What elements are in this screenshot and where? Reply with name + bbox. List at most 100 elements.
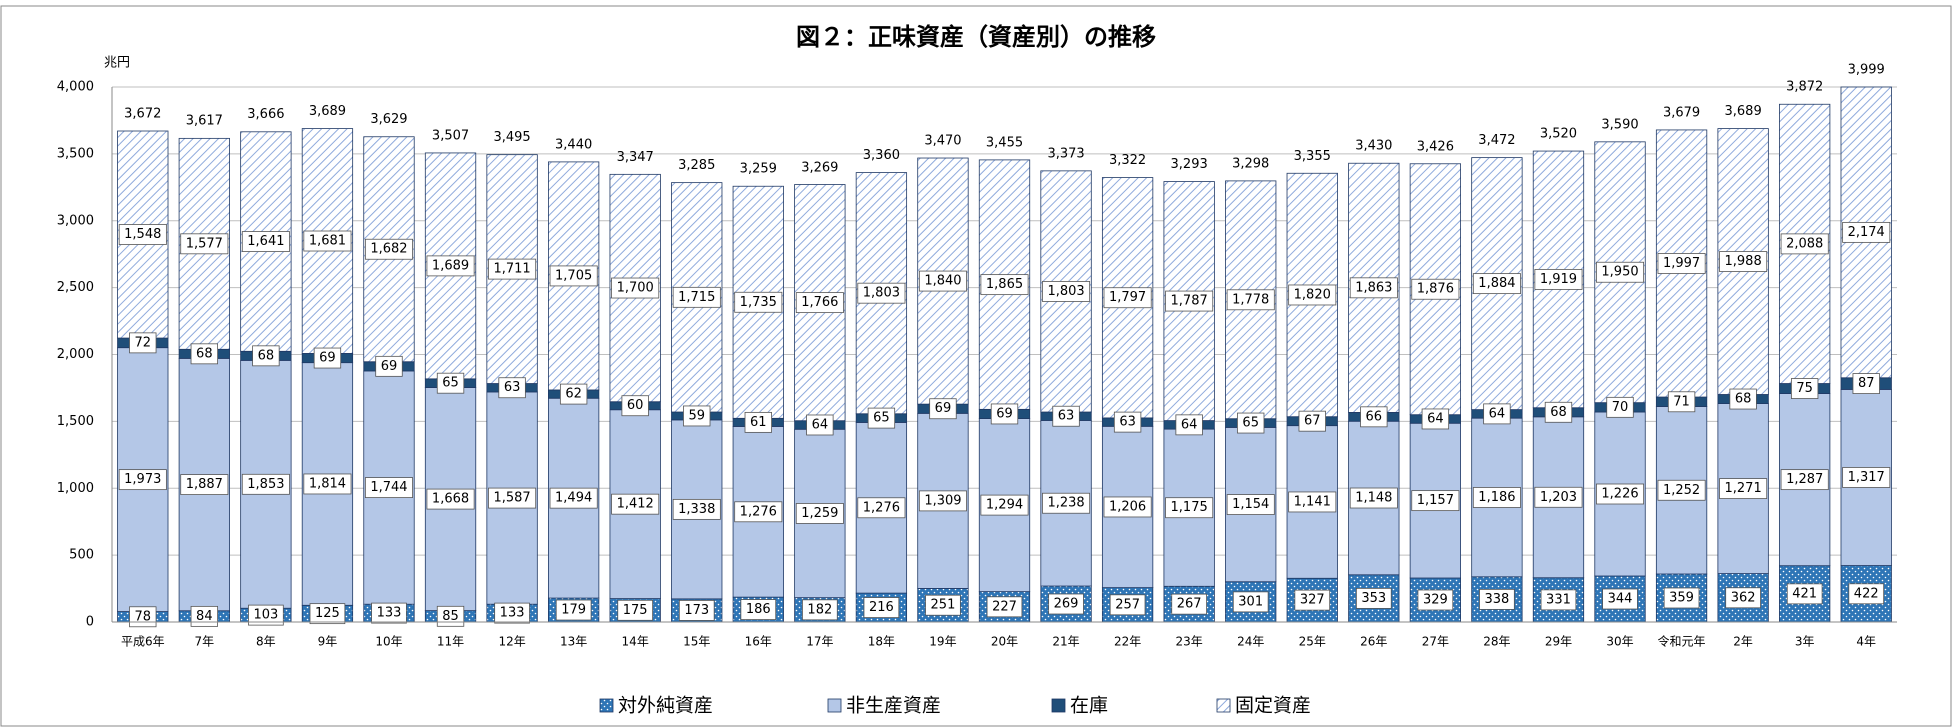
data-label: 1,271 [1725,481,1762,496]
data-label: 216 [869,600,894,615]
x-tick-label: 30年 [1606,635,1633,649]
data-label-box [364,238,413,260]
data-label-box [549,265,598,287]
data-label-box [549,487,598,509]
x-tick-label: 20年 [991,635,1018,649]
legend-text: 対外純資産 [618,695,713,717]
y-tick-label: 2,500 [57,280,94,295]
data-label-box [364,477,413,498]
x-tick-label: 16年 [745,635,772,649]
data-label-box [190,343,219,365]
data-label: 65 [1242,416,1259,431]
data-label: 1,141 [1294,494,1331,509]
data-label-box [248,604,284,626]
data-label: 72 [135,335,152,350]
data-label-box [1042,281,1091,302]
data-label: 65 [442,376,459,391]
y-tick-label: 2,000 [57,347,94,362]
data-label-box [1103,287,1152,309]
data-label: 422 [1854,586,1879,601]
total-label: 3,672 [124,106,161,121]
data-label: 1,711 [493,262,530,277]
data-label-box [1852,373,1880,394]
data-label: 329 [1423,592,1448,607]
data-label-box [1175,414,1203,436]
data-label: 67 [1304,414,1321,429]
data-label: 186 [746,602,771,617]
data-label-box [857,282,906,304]
data-label-box [1667,391,1696,413]
total-label: 3,617 [186,114,223,129]
data-label-box [918,270,967,292]
data-label-box [1479,588,1515,610]
data-label: 69 [935,401,952,416]
data-label: 1,887 [186,477,223,492]
data-label-box [1472,487,1521,508]
data-label: 175 [623,603,648,618]
data-label-box [672,498,721,520]
data-label-box [1165,290,1214,312]
total-label: 3,689 [1725,104,1762,119]
data-label-box [1719,478,1768,499]
data-label-box [986,596,1023,618]
data-label: 1,814 [309,476,346,491]
legend-swatch [827,698,842,713]
data-label-box [1171,593,1207,615]
data-label-box [1417,589,1454,611]
data-label-box [1780,469,1829,491]
data-label: 1,997 [1663,256,1700,271]
data-label: 1,309 [924,493,961,508]
data-label-box [929,398,957,420]
data-label: 60 [627,398,644,413]
data-label: 59 [688,408,705,423]
data-label-box [1349,487,1398,509]
x-tick-label: 8年 [256,635,276,649]
data-label: 69 [381,359,398,374]
data-label: 1,276 [740,504,777,519]
data-label-box [740,599,777,620]
total-label: 3,689 [309,104,346,119]
data-label-box [863,597,900,618]
data-label: 70 [1612,400,1629,415]
x-tick-label: 11年 [437,635,464,649]
total-label: 3,455 [986,135,1023,150]
data-label: 269 [1054,597,1079,612]
data-label-box [1848,583,1885,605]
data-label-box [925,594,961,616]
data-label-box [252,345,280,367]
data-label: 68 [196,346,213,361]
data-label-box [1663,587,1700,609]
data-label-box [1113,411,1142,433]
y-tick-label: 3,500 [57,146,94,161]
data-label: 1,865 [986,277,1023,292]
data-label: 1,715 [678,290,715,305]
data-label-box [1606,396,1634,418]
data-label: 1,577 [186,236,223,251]
data-label: 1,587 [493,491,530,506]
data-label: 87 [1858,376,1875,391]
data-label-box [436,372,465,394]
data-label-box [806,414,834,436]
data-label-box [129,332,157,354]
data-label-box [375,355,403,377]
x-tick-label: 9年 [318,635,338,649]
data-label-box [303,230,352,252]
data-label: 62 [565,387,582,402]
data-label: 64 [812,417,829,432]
data-label: 1,700 [617,281,654,296]
data-label-box [1232,591,1269,613]
data-label: 1,766 [801,295,838,310]
total-label: 3,298 [1232,156,1269,171]
data-label: 1,412 [617,497,654,512]
total-label: 3,285 [678,158,715,173]
x-tick-label: 12年 [498,635,525,649]
data-label: 1,157 [1417,493,1454,508]
total-label: 3,373 [1047,146,1084,161]
total-label: 3,440 [555,137,592,152]
data-label: 63 [1119,415,1136,430]
total-label: 3,666 [247,107,284,122]
legend-swatch [1051,698,1066,713]
total-label: 3,520 [1540,127,1577,142]
x-tick-label: 平成6年 [121,635,165,649]
